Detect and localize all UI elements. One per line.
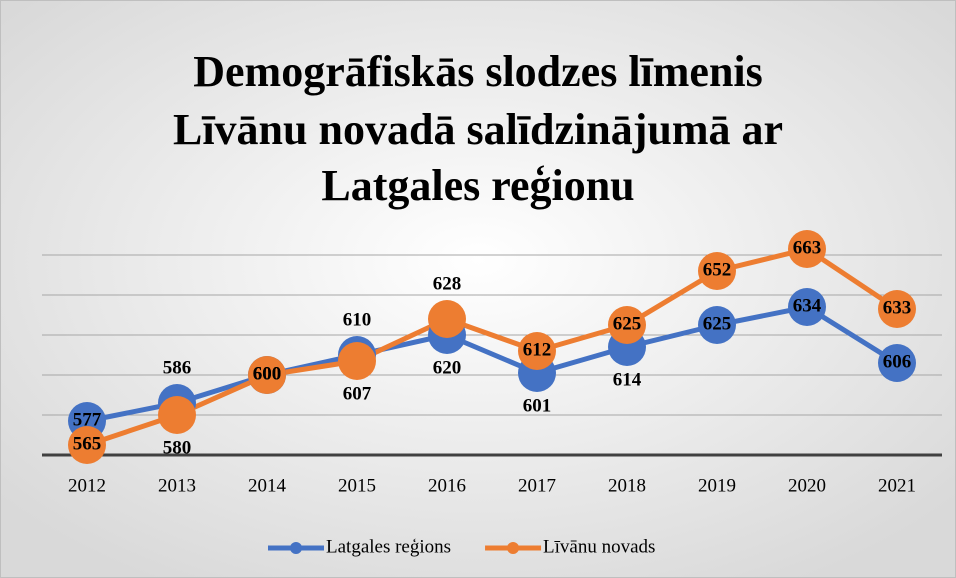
data-label: 606 [883,351,912,372]
x-tick-label: 2019 [698,475,736,496]
data-label: 628 [433,273,462,294]
data-label: 600 [253,363,282,384]
marker [788,230,826,268]
data-label: 620 [433,357,462,378]
marker [518,332,556,370]
data-label: 586 [163,357,192,378]
x-tick-label: 2013 [158,475,196,496]
data-label: 610 [343,309,372,330]
x-tick-label: 2015 [338,475,376,496]
marker [428,300,466,338]
data-label: 625 [613,313,642,334]
legend-marker [507,542,520,554]
series-line [86,304,899,424]
data-label: 600 [253,363,282,384]
x-tick-label: 2021 [878,475,916,496]
data-label: 634 [793,295,822,316]
x-tick-label: 2016 [428,475,466,496]
chart-title: Latgales reģionu [321,161,634,210]
x-tick-label: 2020 [788,475,826,496]
data-label: 601 [523,395,552,416]
data-label: 652 [703,259,732,280]
series-line [86,246,899,448]
chart-title: Līvānu novadā salīdzinājumā ar [173,105,783,154]
x-tick-label: 2017 [518,475,556,496]
x-tick-label: 2012 [68,475,106,496]
x-tick-label: 2018 [608,475,646,496]
marker [68,426,106,464]
marker [698,252,736,290]
marker [158,396,196,434]
legend-label: Līvānu novads [543,536,655,557]
data-label: 607 [343,383,372,404]
marker [608,306,646,344]
x-tick-label: 2014 [248,475,287,496]
legend-label: Latgales reģions [326,536,451,557]
data-label: 633 [883,297,912,318]
marker [338,342,376,380]
marker [788,288,826,326]
marker [248,356,286,394]
marker [878,344,916,382]
data-label: 614 [613,369,642,390]
chart-title: Demogrāfiskās slodzes līmenis [193,47,763,96]
marker [878,290,916,328]
legend-marker [290,542,302,554]
data-label: 663 [793,237,822,258]
data-label: 625 [703,313,732,334]
data-label: 612 [523,339,552,360]
data-label: 580 [163,437,192,458]
data-label: 565 [73,433,102,454]
data-label: 577 [73,409,102,430]
marker [698,306,736,344]
